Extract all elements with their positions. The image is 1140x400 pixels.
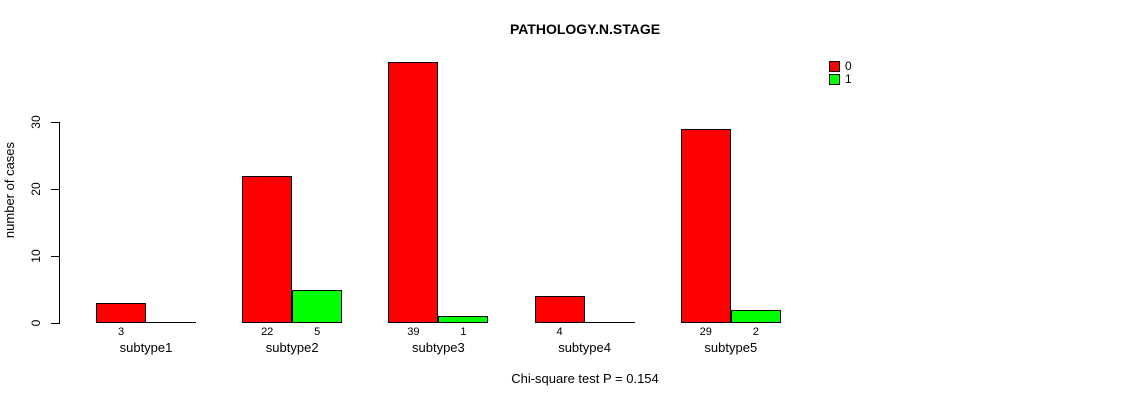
bar-1-subtype5 [730, 309, 781, 323]
category-label-subtype3: subtype3 [412, 340, 465, 355]
y-axis-label: number of cases [2, 141, 17, 239]
zero-bar-1-subtype4 [584, 322, 635, 323]
y-tick-label: 10 [29, 249, 43, 263]
legend-swatch-0 [829, 61, 840, 72]
y-tick-label: 30 [29, 115, 43, 129]
chi-square-annotation: Chi-square test P = 0.154 [511, 371, 659, 386]
bar-1-subtype3 [438, 316, 489, 323]
zero-bar-1-subtype1 [146, 322, 196, 323]
bar-0-subtype4 [534, 296, 585, 323]
category-label-subtype5: subtype5 [704, 340, 758, 355]
bar-1-subtype2 [292, 289, 343, 323]
count-label-1-subtype3: 1 [460, 326, 467, 338]
count-label-1-subtype5: 2 [752, 326, 759, 338]
y-tick [51, 256, 59, 258]
count-label-0-subtype5: 29 [699, 326, 712, 338]
y-axis-line [59, 122, 60, 324]
count-label-0-subtype1: 3 [117, 326, 125, 338]
y-tick-label: 20 [29, 182, 43, 196]
y-tick [51, 323, 59, 324]
bar-0-subtype1 [96, 302, 146, 323]
count-label-0-subtype3: 39 [407, 326, 420, 338]
category-label-subtype4: subtype4 [558, 340, 611, 355]
legend-label-1: 1 [845, 72, 852, 86]
count-label-0-subtype2: 22 [261, 326, 274, 338]
y-tick-label: 0 [29, 319, 43, 327]
legend-label-0: 0 [845, 59, 852, 73]
count-label-0-subtype4: 4 [556, 326, 563, 338]
bar-0-subtype5 [680, 128, 731, 323]
category-label-subtype1: subtype1 [119, 340, 173, 355]
legend-item-1: 1 [829, 72, 852, 86]
legend-item-0: 0 [829, 59, 852, 73]
legend-swatch-1 [829, 74, 840, 85]
category-label-subtype2: subtype2 [265, 340, 319, 355]
y-tick [51, 189, 59, 191]
bar-0-subtype3 [388, 62, 439, 323]
y-tick [51, 122, 59, 124]
bar-0-subtype2 [242, 175, 293, 323]
chart-title: PATHOLOGY.N.STAGE [509, 21, 661, 37]
count-label-1-subtype2: 5 [314, 326, 321, 338]
